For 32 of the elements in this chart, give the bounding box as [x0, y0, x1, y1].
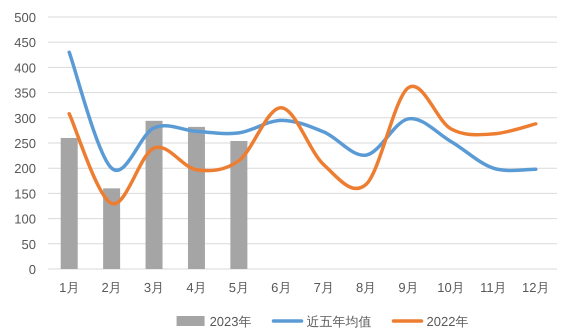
x-tick-label: 1月: [59, 280, 80, 295]
x-tick-label: 12月: [522, 280, 550, 295]
y-tick-label: 200: [14, 161, 36, 176]
bar: [146, 120, 163, 269]
bar: [103, 188, 120, 269]
x-tick-label: 3月: [144, 280, 164, 295]
legend-label: 近五年均值: [306, 314, 372, 329]
y-tick-label: 400: [14, 60, 36, 76]
legend-label: 2023年: [210, 314, 252, 329]
x-tick-label: 11月: [480, 280, 507, 295]
y-tick-label: 500: [14, 10, 36, 25]
x-tick-label: 8月: [356, 280, 376, 295]
y-tick-label: 300: [14, 110, 36, 126]
x-tick-label: 7月: [314, 280, 334, 295]
y-tick-label: 100: [14, 212, 36, 227]
x-tick-label: 4月: [186, 280, 207, 295]
x-tick-label: 6月: [271, 280, 292, 295]
y-tick-label: 250: [14, 136, 36, 151]
x-tick-label: 2月: [102, 280, 122, 295]
x-tick-label: 10月: [437, 280, 465, 295]
y-tick-label: 0: [28, 262, 36, 277]
bar: [188, 126, 205, 269]
legend-label: 2022年: [426, 314, 468, 329]
x-tick-label: 5月: [228, 280, 249, 295]
bar: [230, 140, 248, 269]
line-series: [67, 84, 538, 206]
x-tick-label: 9月: [398, 280, 419, 295]
y-tick-label: 150: [14, 186, 36, 202]
y-tick-label: 450: [14, 35, 36, 50]
y-tick-label: 350: [14, 86, 36, 101]
y-tick-label: 50: [22, 236, 36, 252]
bar: [60, 138, 78, 269]
